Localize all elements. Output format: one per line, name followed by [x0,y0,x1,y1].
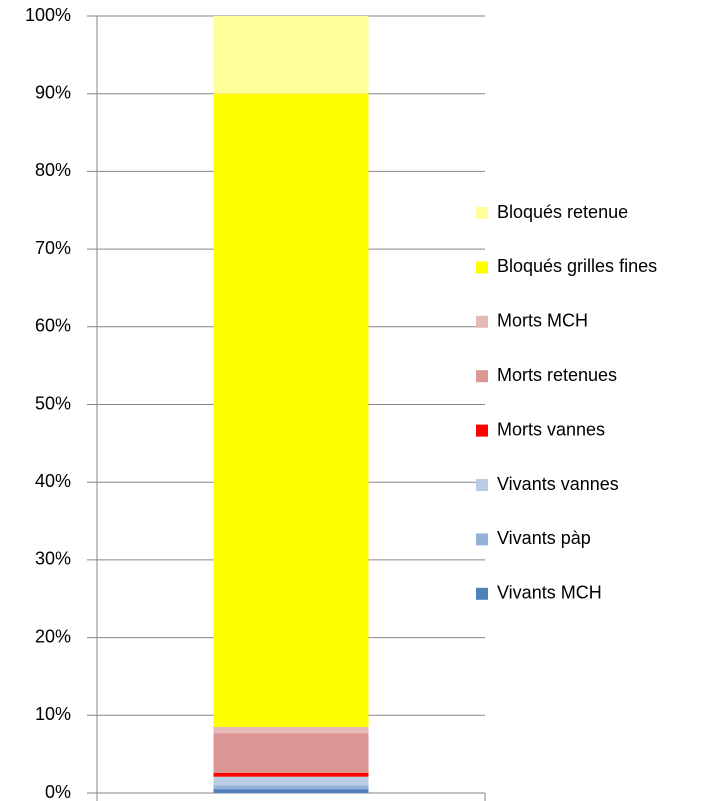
bar-segment [213,789,369,793]
legend-label: Morts vannes [497,419,605,439]
y-tick-label: 90% [35,82,71,102]
y-tick-label: 10% [35,704,71,724]
y-tick-label: 100% [25,5,71,25]
y-tick-label: 70% [35,238,71,258]
legend-swatch [476,424,488,437]
y-tick-label: 0% [45,782,71,801]
legend-label: Vivants vannes [497,474,619,494]
bar-segment [213,733,369,773]
legend-swatch [476,207,488,219]
y-tick-label: 20% [35,626,71,646]
legend-label: Morts retenues [497,365,617,385]
y-tick-label: 30% [35,549,71,569]
bar-segment [213,726,369,734]
legend-label: Bloqués grilles fines [497,256,657,276]
legend-swatch [476,533,488,546]
y-tick-label: 40% [35,471,71,491]
bar-segment [213,785,369,790]
legend-swatch [476,315,488,328]
legend-swatch [476,261,488,274]
bar-segment [213,16,369,94]
bar-segment [213,776,369,786]
bar-segment [213,772,369,777]
legend-label: Bloqués retenue [497,202,628,222]
y-tick-label: 50% [35,393,71,413]
legend-swatch [476,479,488,491]
y-tick-label: 60% [35,316,71,336]
legend-label: Vivants MCH [497,583,602,603]
legend-swatch [476,587,488,600]
legend-label: Morts MCH [497,311,588,331]
legend-swatch [476,370,488,383]
bar-segment [213,93,369,727]
legend-label: Vivants pàp [497,528,591,548]
y-tick-label: 80% [35,160,71,180]
